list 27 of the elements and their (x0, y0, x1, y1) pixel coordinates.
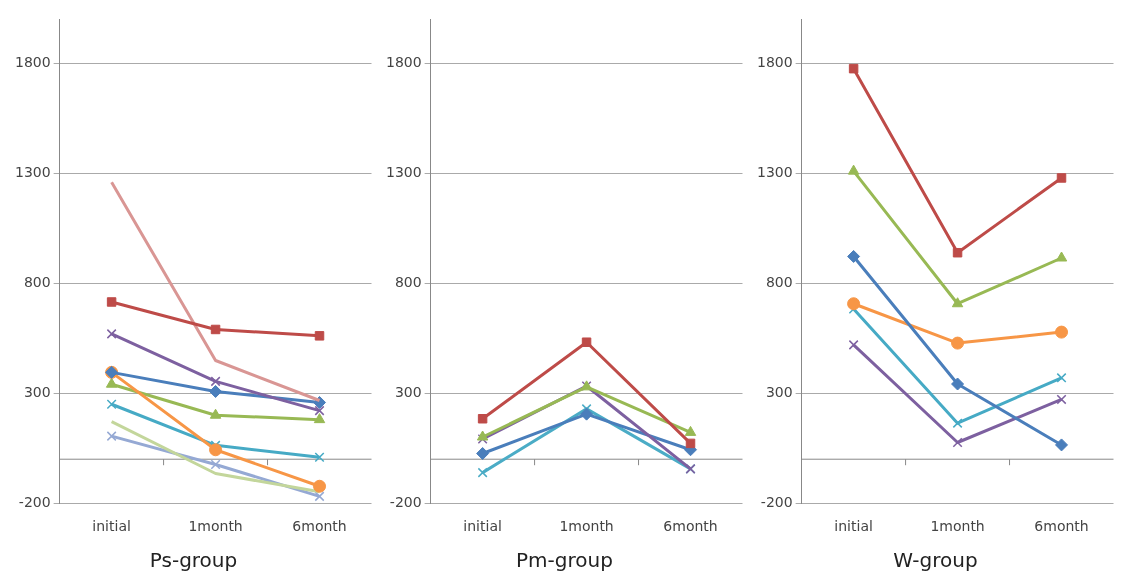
y-tick-label: 1300 (756, 163, 793, 180)
x-tick-label: 6month (292, 518, 347, 535)
y-tick-label: 800 (23, 273, 51, 290)
x-axis-title: W-group (892, 548, 979, 572)
y-tick-label: 300 (23, 383, 51, 400)
y-tick-label: 1800 (14, 54, 51, 71)
x-tick-label: 1month (188, 518, 243, 535)
x-axis-title: Pm-group (515, 548, 614, 572)
x-tick-label: 6month (663, 518, 718, 535)
x-tick-label: 1month (559, 518, 614, 535)
x-tick-label: initial (834, 518, 873, 535)
y-tick-label: -200 (389, 493, 422, 510)
x-tick-label: 1month (930, 518, 985, 535)
y-tick-label: 800 (394, 273, 422, 290)
x-tick-label: initial (92, 518, 131, 535)
y-tick-label: 300 (394, 383, 422, 400)
x-tick-label: initial (463, 518, 502, 535)
x-tick-label: 6month (1034, 518, 1089, 535)
y-tick-label: 1300 (385, 163, 422, 180)
y-tick-label: 1800 (756, 54, 793, 71)
y-tick-label: 1300 (14, 163, 51, 180)
y-tick-label: 300 (765, 383, 793, 400)
x-axis-title: Ps-group (148, 548, 239, 572)
y-tick-label: -200 (18, 493, 51, 510)
y-tick-label: 1800 (385, 54, 422, 71)
y-tick-label: -200 (760, 493, 793, 510)
y-tick-label: 800 (765, 273, 793, 290)
